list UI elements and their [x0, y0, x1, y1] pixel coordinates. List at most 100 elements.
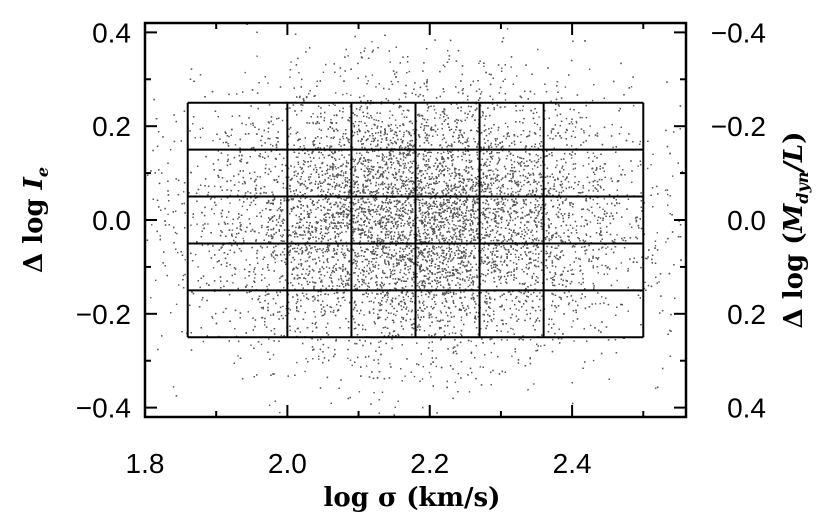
data-point: [409, 221, 412, 224]
data-point: [366, 288, 368, 290]
data-point: [388, 117, 391, 119]
data-point: [419, 288, 421, 290]
data-point: [530, 173, 532, 176]
data-point: [207, 191, 210, 194]
data-point: [459, 273, 462, 275]
data-point: [610, 248, 613, 250]
data-point: [284, 279, 287, 281]
data-point: [550, 238, 552, 241]
data-point: [490, 240, 492, 242]
data-point: [461, 120, 463, 123]
data-point: [357, 229, 359, 231]
data-point: [535, 180, 537, 183]
data-point: [443, 201, 445, 203]
data-point: [500, 201, 502, 203]
data-point: [267, 131, 269, 133]
data-point: [270, 234, 272, 236]
data-point: [336, 202, 338, 204]
data-point: [449, 235, 452, 238]
data-point: [330, 206, 332, 208]
data-point: [634, 217, 637, 219]
data-point: [443, 91, 445, 93]
data-point: [561, 183, 563, 185]
data-point: [471, 200, 474, 203]
data-point: [553, 275, 556, 277]
data-point: [593, 287, 595, 289]
data-point: [376, 287, 379, 290]
data-point: [511, 205, 514, 207]
data-point: [324, 207, 326, 209]
data-point: [556, 247, 558, 249]
data-point: [453, 193, 456, 196]
data-point: [511, 234, 513, 236]
data-point: [535, 319, 538, 321]
data-point: [419, 209, 421, 212]
data-point: [167, 213, 169, 215]
data-point: [572, 320, 574, 322]
data-point: [380, 147, 382, 149]
data-point: [392, 319, 395, 322]
data-point: [523, 244, 526, 246]
data-point: [482, 249, 485, 252]
data-point: [312, 113, 314, 115]
data-point: [586, 219, 588, 222]
data-point: [378, 239, 380, 242]
data-point: [285, 308, 287, 310]
data-point: [439, 117, 441, 119]
data-point: [512, 219, 514, 222]
data-point: [473, 276, 476, 278]
data-point: [392, 330, 395, 333]
data-point: [347, 138, 349, 140]
data-point: [506, 135, 509, 137]
data-point: [388, 230, 390, 232]
data-point: [462, 200, 464, 203]
data-point: [288, 254, 291, 256]
data-point: [480, 91, 483, 93]
data-point: [402, 206, 405, 209]
data-point: [239, 222, 241, 224]
data-point: [495, 232, 498, 234]
data-point: [412, 255, 414, 257]
data-point: [272, 123, 274, 126]
data-point: [545, 238, 547, 241]
data-point: [403, 134, 405, 136]
data-point: [406, 184, 409, 186]
data-point: [425, 163, 428, 166]
data-point: [607, 246, 609, 248]
data-point: [328, 104, 330, 107]
data-point: [403, 250, 405, 252]
data-point: [535, 253, 537, 255]
data-point: [512, 154, 514, 156]
data-point: [381, 156, 383, 158]
data-point: [486, 256, 488, 259]
data-point: [358, 312, 361, 315]
data-point: [309, 213, 311, 215]
data-point: [400, 300, 402, 303]
data-point: [532, 252, 534, 255]
data-point: [374, 220, 377, 222]
data-point: [227, 154, 229, 156]
data-point: [395, 252, 397, 254]
data-point: [438, 174, 440, 176]
data-point: [444, 66, 446, 68]
data-point: [506, 339, 508, 341]
data-point: [276, 209, 278, 211]
data-point: [568, 291, 570, 293]
data-point: [506, 28, 509, 30]
data-point: [437, 128, 439, 130]
data-point: [327, 261, 329, 263]
data-point: [254, 277, 256, 279]
data-point: [612, 146, 614, 149]
data-point: [485, 161, 487, 163]
data-point: [435, 247, 438, 249]
data-point: [476, 145, 478, 147]
data-point: [486, 234, 488, 236]
data-point: [470, 229, 473, 231]
data-point: [538, 158, 540, 161]
data-point: [326, 145, 328, 147]
data-point: [457, 150, 459, 152]
data-point: [447, 284, 450, 286]
data-point: [359, 130, 361, 133]
data-point: [539, 135, 541, 137]
